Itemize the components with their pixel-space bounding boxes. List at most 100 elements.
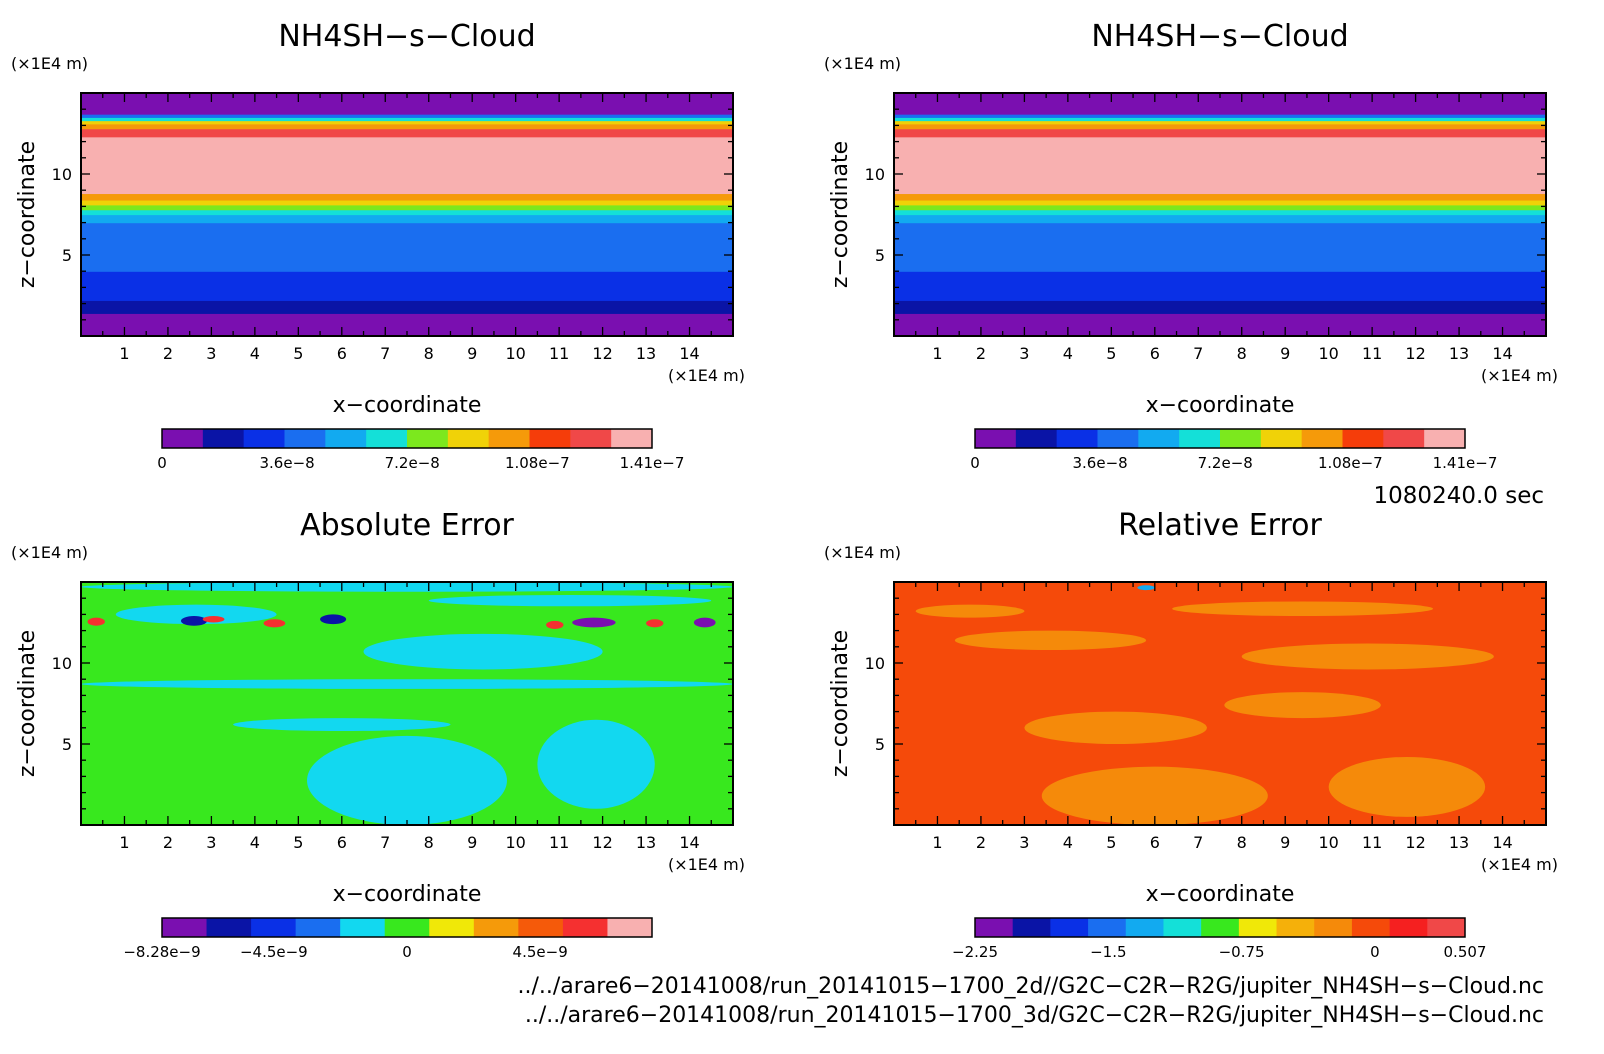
- colorbar-swatch: [607, 918, 653, 937]
- colorbar-swatch: [1201, 918, 1240, 937]
- colorbar-swatch: [562, 918, 608, 937]
- colorbar-swatch: [1220, 429, 1262, 448]
- x-tick-label: 7: [1193, 833, 1203, 852]
- field-band: [81, 193, 733, 201]
- colorbar-swatch: [1097, 429, 1139, 448]
- x-tick-label: 2: [976, 344, 986, 363]
- colorbar-swatch: [407, 429, 449, 448]
- x-tick-label: 10: [505, 344, 525, 363]
- colorbar-swatch: [251, 918, 297, 937]
- x-tick-label: 14: [1492, 833, 1512, 852]
- x-tick-label: 12: [1405, 833, 1425, 852]
- colorbar-swatch: [1015, 429, 1058, 448]
- field-region: [537, 719, 655, 809]
- colorbar-swatch: [1276, 918, 1315, 937]
- field-region: [363, 633, 603, 670]
- x-tick-label: 4: [250, 344, 260, 363]
- colorbar-tick-label: 1.41e−7: [1433, 454, 1498, 472]
- field-region: [1137, 585, 1155, 591]
- field-band: [81, 271, 733, 301]
- colorbar-swatch: [1383, 429, 1425, 448]
- x-tick-label: 3: [1019, 833, 1029, 852]
- file-path-3d: ../../arare6−20141008/run_20141015−1700_…: [525, 1003, 1544, 1028]
- x-tick-label: 10: [1318, 833, 1338, 852]
- x-tick-label: 9: [1280, 833, 1290, 852]
- x-axis-label: x−coordinate: [333, 882, 482, 907]
- colorbar: −8.28e−9 −4.5e−9 0 4.5e−9: [123, 917, 653, 961]
- colorbar-frame: [161, 428, 653, 449]
- x-tick-label: 5: [1106, 833, 1116, 852]
- y-tick-label: 10: [52, 165, 72, 184]
- colorbar-swatch: [1125, 918, 1164, 937]
- y-unit-label: (×1E4 m): [824, 54, 901, 73]
- x-tick-label: 9: [467, 344, 477, 363]
- colorbar-swatch: [384, 918, 430, 937]
- field-region: [1172, 601, 1433, 617]
- field-region: [180, 616, 208, 626]
- y-tick-label: 5: [62, 246, 72, 265]
- colorbar-swatch: [1050, 918, 1089, 937]
- panel-2: NH4SH−s−Cloud (×1E4 m) (×1E4 m) x−coordinat…: [824, 19, 1558, 472]
- colorbar-swatch: [1088, 918, 1127, 937]
- x-axis-label: x−coordinate: [333, 393, 482, 418]
- x-tick-label: 10: [1318, 344, 1338, 363]
- field-region: [263, 619, 286, 628]
- field-band: [81, 204, 733, 211]
- colorbar-swatch: [243, 429, 285, 448]
- x-tick-label: 3: [206, 833, 216, 852]
- field-band: [81, 214, 733, 224]
- y-axis-label: z−coordinate: [828, 141, 853, 288]
- y-axis-label: z−coordinate: [15, 141, 40, 288]
- x-tick-label: 4: [250, 833, 260, 852]
- x-tick-label: 1: [932, 833, 942, 852]
- field-band: [894, 117, 1546, 122]
- field-band: [81, 209, 733, 216]
- x-tick-label: 8: [1237, 833, 1247, 852]
- colorbar-swatch: [1351, 918, 1391, 937]
- colorbar-swatch: [1238, 918, 1278, 937]
- field-band: [894, 313, 1546, 336]
- colorbar-swatch: [1301, 429, 1343, 448]
- colorbar-swatch: [1424, 429, 1466, 448]
- colorbar-swatch: [975, 918, 1014, 937]
- y-tick-label: 5: [875, 246, 885, 265]
- colorbar-swatch: [1179, 429, 1221, 448]
- field-region: [646, 619, 664, 628]
- colorbar-tick-label: 3.6e−8: [260, 454, 315, 472]
- y-axis-label: z−coordinate: [828, 630, 853, 777]
- x-tick-label: 11: [1362, 833, 1382, 852]
- field-band: [894, 214, 1546, 224]
- colorbar-tick-label: 0: [402, 943, 412, 961]
- colorbar-swatch: [611, 429, 653, 448]
- x-tick-label: 12: [1405, 344, 1425, 363]
- colorbar-swatch: [1163, 918, 1202, 937]
- colorbar-swatch: [325, 429, 367, 448]
- field-band: [81, 117, 733, 122]
- y-tick-label: 5: [62, 735, 72, 754]
- x-tick-label: 12: [592, 833, 612, 852]
- panel-3: Absolute Error (×1E4 m) (×1E4 m) x−coordina…: [11, 508, 745, 961]
- time-label: 1080240.0 sec: [1374, 483, 1544, 509]
- colorbar-swatch: [366, 429, 408, 448]
- field-region: [1024, 711, 1207, 744]
- colorbar-frame: [161, 917, 653, 938]
- colorbar-tick-label: −2.25: [952, 943, 998, 961]
- colorbar-swatch: [570, 429, 612, 448]
- x-axis-label: x−coordinate: [1146, 882, 1295, 907]
- field-band: [894, 128, 1546, 138]
- x-tick-label: 5: [293, 344, 303, 363]
- field-band: [81, 313, 733, 336]
- x-tick-label: 6: [337, 344, 347, 363]
- x-tick-label: 11: [549, 833, 569, 852]
- x-tick-label: 11: [1362, 344, 1382, 363]
- colorbar-swatch: [1260, 429, 1303, 448]
- colorbar-frame: [974, 917, 1466, 938]
- x-tick-label: 7: [380, 344, 390, 363]
- x-tick-label: 13: [636, 833, 656, 852]
- colorbar-swatch: [162, 429, 204, 448]
- colorbar-swatch: [202, 429, 245, 448]
- y-axis-label: z−coordinate: [15, 630, 40, 777]
- x-tick-label: 8: [424, 344, 434, 363]
- x-unit-label: (×1E4 m): [668, 855, 745, 874]
- x-tick-label: 4: [1063, 344, 1073, 363]
